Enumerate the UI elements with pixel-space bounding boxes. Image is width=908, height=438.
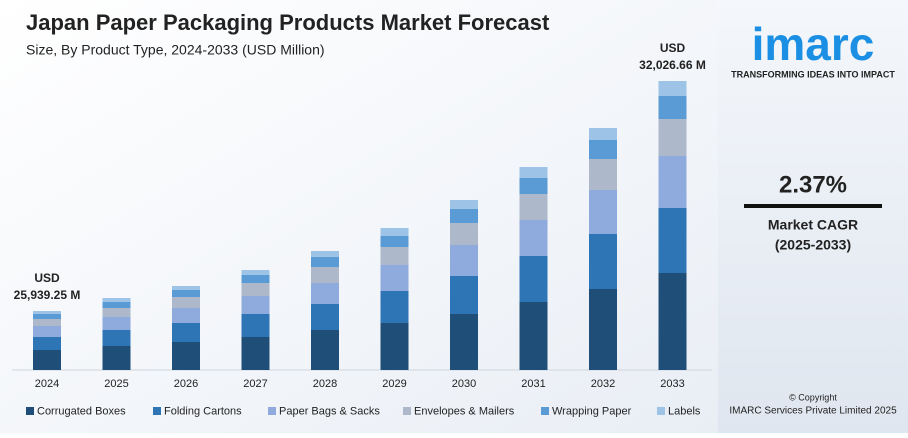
annotation: USD (34, 271, 60, 285)
copyright: © Copyright (789, 392, 837, 402)
bar-segment (450, 314, 478, 370)
bar-segment (589, 289, 617, 370)
bar-segment (241, 337, 270, 370)
legend-swatch (26, 407, 34, 415)
bar-segment (658, 156, 687, 208)
x-tick-label: 2024 (35, 378, 59, 390)
bar-segment (380, 265, 409, 291)
bar-segment (102, 346, 131, 370)
bar-segment (658, 96, 687, 119)
bar-segment (311, 304, 339, 330)
bar-segment (102, 308, 131, 317)
bar-segment (241, 270, 270, 275)
x-tick-label: 2031 (521, 378, 545, 390)
bar-segment (450, 223, 478, 245)
bar-segment (380, 236, 409, 247)
annotation: 25,939.25 M (14, 288, 81, 302)
chart-subtitle: Size, By Product Type, 2024-2033 (USD Mi… (26, 42, 325, 58)
cagr-label: Market CAGR (768, 217, 858, 233)
bar-segment (380, 291, 409, 323)
x-tick-label: 2027 (243, 378, 267, 390)
legend-label: Envelopes & Mailers (414, 405, 515, 417)
cagr-value: 2.37% (779, 171, 847, 198)
logo: imarc (752, 18, 875, 70)
bar-segment (658, 208, 687, 273)
bar-segment (519, 178, 548, 194)
annotation: USD (660, 41, 686, 55)
bar-segment (589, 140, 617, 159)
legend-label: Wrapping Paper (552, 405, 632, 417)
legend-label: Labels (668, 405, 701, 417)
bar-segment (241, 314, 270, 337)
bar-segment (589, 190, 617, 234)
bar-segment (380, 228, 409, 236)
chart-title: Japan Paper Packaging Products Market Fo… (26, 10, 550, 35)
bar-segment (33, 337, 61, 350)
legend-swatch (657, 407, 665, 415)
company: IMARC Services Private Limited 2025 (729, 406, 897, 417)
cagr-period: (2025-2033) (775, 237, 851, 253)
bar-segment (450, 245, 478, 276)
legend-swatch (541, 407, 549, 415)
bar-segment (33, 311, 61, 314)
bar-segment (589, 128, 617, 140)
legend-label: Paper Bags & Sacks (279, 405, 380, 417)
bar-segment (380, 323, 409, 370)
bar-segment (172, 342, 200, 370)
bar-segment (450, 276, 478, 314)
bar-segment (311, 330, 339, 370)
bar-segment (658, 273, 687, 370)
bar-segment (519, 302, 548, 370)
tagline: TRANSFORMING IDEAS INTO IMPACT (731, 69, 895, 79)
legend-swatch (268, 407, 276, 415)
bar-segment (33, 319, 61, 326)
bar-segment (241, 296, 270, 314)
bar-segment (311, 267, 339, 283)
bar-segment (172, 290, 200, 297)
x-tick-label: 2032 (591, 378, 615, 390)
bar-segment (311, 257, 339, 267)
bar-segment (102, 298, 131, 302)
bar-segment (102, 317, 131, 330)
bar-segment (172, 297, 200, 308)
x-tick-label: 2025 (104, 378, 128, 390)
x-tick-label: 2028 (313, 378, 337, 390)
bar-segment (172, 323, 200, 342)
bar-segment (450, 200, 478, 209)
bar-segment (33, 350, 61, 370)
legend-swatch (153, 407, 161, 415)
bar-segment (380, 247, 409, 265)
legend-label: Corrugated Boxes (37, 405, 126, 417)
x-tick-label: 2029 (382, 378, 406, 390)
legend-swatch (403, 407, 411, 415)
sidebar-background (718, 0, 908, 433)
bar-segment (33, 326, 61, 337)
x-tick-label: 2033 (660, 378, 684, 390)
x-tick-label: 2030 (452, 378, 476, 390)
bar-segment (172, 308, 200, 323)
annotation: 32,026.66 M (639, 58, 706, 72)
bar-segment (589, 159, 617, 190)
bar-segment (172, 286, 200, 290)
bar-segment (241, 275, 270, 283)
bar-segment (519, 220, 548, 256)
cagr-divider (744, 204, 882, 208)
x-tick-label: 2026 (174, 378, 198, 390)
bar-segment (658, 81, 687, 96)
bar-segment (519, 167, 548, 178)
bar-segment (102, 302, 131, 308)
bar-segment (33, 314, 61, 319)
bar-segment (311, 251, 339, 257)
bar-segment (450, 209, 478, 223)
bar-segment (589, 234, 617, 289)
bar-segment (658, 119, 687, 156)
bar-segment (241, 283, 270, 296)
bar-segment (519, 194, 548, 220)
bar-segment (311, 283, 339, 304)
bar-segment (102, 330, 131, 346)
legend-label: Folding Cartons (164, 405, 242, 417)
bar-segment (519, 256, 548, 302)
